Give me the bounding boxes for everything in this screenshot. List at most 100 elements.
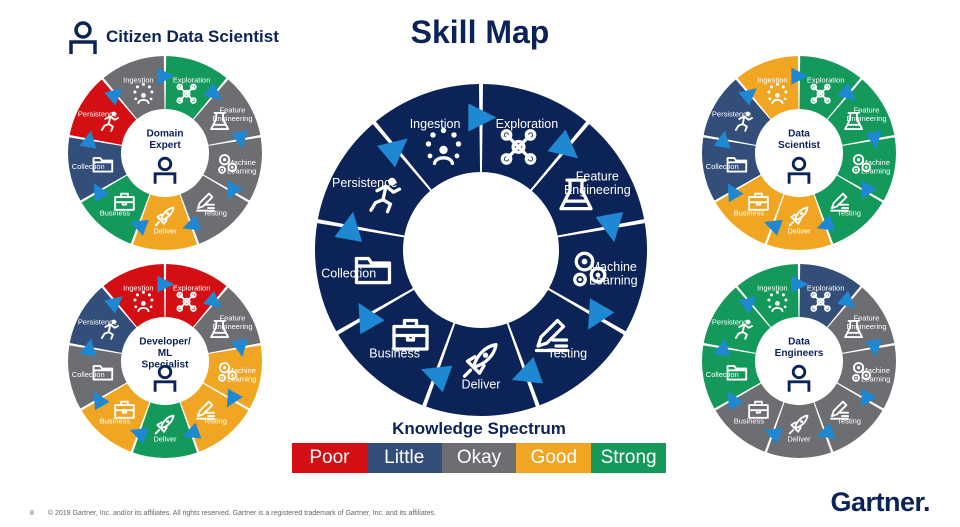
segment-ingestion: Ingestion bbox=[375, 84, 481, 190]
flow-arrow bbox=[860, 180, 877, 200]
segment-persistence: Persistence bbox=[317, 124, 431, 236]
gears-icon bbox=[852, 154, 871, 174]
flow-arrow bbox=[421, 365, 453, 393]
segment-persistence: Persistence bbox=[69, 79, 137, 145]
rocket-icon bbox=[788, 414, 809, 435]
briefcase-icon bbox=[392, 318, 429, 351]
segment-label: Feature Engineering bbox=[846, 314, 886, 331]
flow-arrow bbox=[791, 67, 809, 85]
flow-arrow bbox=[713, 338, 731, 357]
ingestion-icon bbox=[767, 82, 788, 105]
flask-icon bbox=[210, 320, 230, 339]
segment-machine-learning: Machine Learning bbox=[203, 137, 262, 201]
segment-label: Machine Learning bbox=[861, 158, 890, 175]
flow-arrow bbox=[738, 88, 757, 106]
flow-arrow bbox=[182, 214, 202, 231]
segment-machine-learning: Machine Learning bbox=[203, 345, 262, 409]
wheel-title: Domain Expert bbox=[147, 128, 184, 151]
segment-collection: Collection bbox=[68, 137, 127, 201]
footer: 8 © 2019 Gartner, Inc. and/or its affili… bbox=[30, 510, 436, 517]
copyright-text: © 2019 Gartner, Inc. and/or its affiliat… bbox=[47, 510, 436, 517]
segment-machine-learning: Machine Learning bbox=[837, 137, 896, 201]
flow-arrow bbox=[93, 183, 110, 203]
segment-ingestion: Ingestion bbox=[103, 56, 165, 119]
runner-icon bbox=[734, 319, 753, 340]
network-icon bbox=[810, 83, 831, 104]
segment-ingestion: Ingestion bbox=[737, 56, 799, 119]
network-icon bbox=[176, 291, 197, 312]
segment-label: Business bbox=[734, 208, 765, 217]
segment-label: Deliver bbox=[153, 227, 177, 236]
segment-label: Testing bbox=[203, 208, 227, 217]
segment-label: Persistence bbox=[332, 176, 397, 190]
segment-label: Feature Engineering bbox=[846, 106, 886, 123]
ingestion-icon bbox=[767, 290, 788, 313]
segment-label: Ingestion bbox=[410, 117, 461, 131]
network-icon bbox=[176, 83, 197, 104]
segment-label: Testing bbox=[837, 208, 861, 217]
segment-label: Deliver bbox=[462, 378, 501, 392]
runner-icon bbox=[734, 111, 753, 132]
segment-label: Deliver bbox=[787, 227, 811, 236]
segment-label: Testing bbox=[203, 416, 227, 425]
flow-arrow bbox=[865, 338, 882, 357]
segment-label: Business bbox=[734, 416, 765, 425]
segment-label: Exploration bbox=[807, 283, 845, 292]
segment-machine-learning: Machine Learning bbox=[837, 345, 896, 409]
segment-deliver: Deliver bbox=[132, 402, 198, 459]
flow-arrow bbox=[93, 391, 110, 411]
spectrum-good: Good bbox=[516, 443, 592, 473]
segment-label: Ingestion bbox=[123, 75, 153, 84]
pencil-list-icon bbox=[830, 192, 849, 212]
segment-feature-engineering: Feature Engineering bbox=[531, 124, 645, 236]
segment-feature-engineering: Feature Engineering bbox=[827, 287, 895, 353]
segment-label: Collection bbox=[321, 267, 376, 281]
rocket-icon bbox=[462, 343, 498, 378]
flow-arrow bbox=[468, 103, 497, 132]
segment-exploration: Exploration bbox=[481, 84, 587, 190]
briefcase-icon bbox=[114, 400, 135, 419]
flow-arrow bbox=[203, 82, 222, 101]
segment-deliver: Deliver bbox=[132, 194, 198, 250]
segment-collection: Collection bbox=[314, 223, 413, 332]
segment-label: Machine Learning bbox=[227, 158, 256, 175]
flow-arrow bbox=[226, 388, 243, 408]
person-icon bbox=[153, 156, 177, 184]
spectrum-strong: Strong bbox=[591, 443, 666, 473]
flow-arrow bbox=[860, 388, 877, 408]
pencil-list-icon bbox=[196, 192, 215, 212]
flow-arrow bbox=[837, 290, 856, 309]
flow-arrow bbox=[129, 427, 149, 444]
flow-arrow bbox=[157, 275, 175, 293]
flow-arrow bbox=[713, 130, 731, 149]
segment-label: Deliver bbox=[787, 435, 811, 444]
segment-collection: Collection bbox=[68, 345, 127, 409]
segment-label: Exploration bbox=[807, 75, 845, 84]
segment-label: Deliver bbox=[153, 435, 177, 444]
flow-arrow bbox=[79, 130, 97, 149]
segment-label: Business bbox=[100, 416, 131, 425]
spectrum-poor: Poor bbox=[292, 443, 367, 473]
flow-arrow bbox=[231, 338, 248, 357]
segment-label: Persistence bbox=[78, 110, 117, 119]
segment-label: Persistence bbox=[712, 318, 751, 327]
segment-label: Feature Engineering bbox=[212, 314, 252, 331]
person-icon bbox=[153, 364, 177, 392]
citizen-data-scientist-label: Citizen Data Scientist bbox=[106, 27, 279, 46]
knowledge-spectrum-title: Knowledge Spectrum bbox=[392, 419, 566, 438]
segment-exploration: Exploration bbox=[165, 56, 227, 119]
flow-arrow bbox=[334, 211, 363, 242]
ingestion-icon bbox=[133, 290, 154, 313]
page-title: Skill Map bbox=[410, 14, 550, 50]
flow-arrow bbox=[377, 138, 408, 168]
gears-icon bbox=[218, 362, 237, 382]
rocket-icon bbox=[788, 206, 809, 227]
folder-icon bbox=[92, 365, 114, 381]
flow-arrow bbox=[727, 391, 744, 411]
segment-label: Ingestion bbox=[757, 75, 787, 84]
flask-icon bbox=[844, 112, 864, 131]
briefcase-icon bbox=[114, 192, 135, 211]
segment-label: Machine Learning bbox=[861, 366, 890, 383]
spectrum-little: Little bbox=[366, 443, 442, 473]
segment-deliver: Deliver bbox=[766, 402, 832, 458]
